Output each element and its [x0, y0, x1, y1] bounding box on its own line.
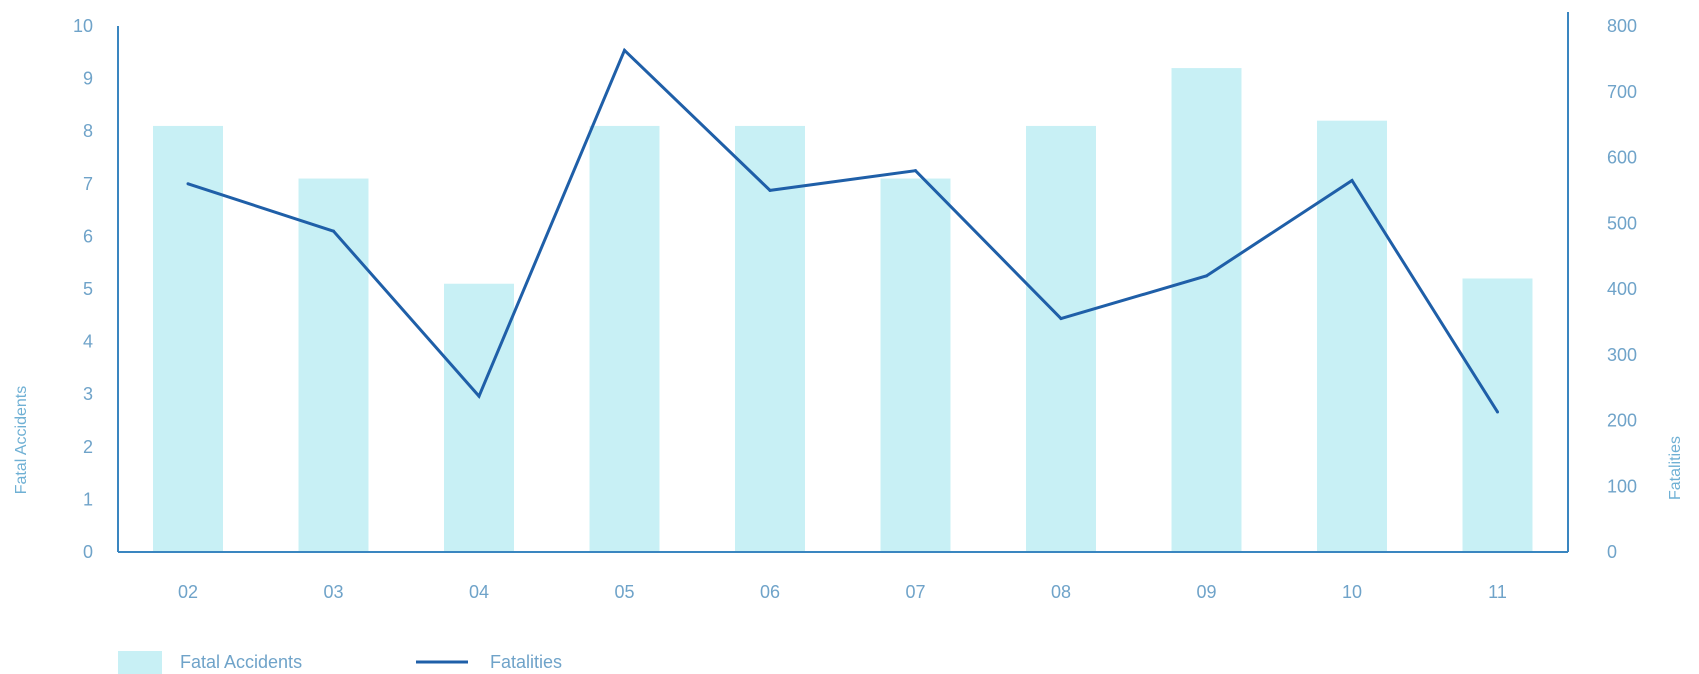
point-fatalities-04	[477, 394, 481, 398]
y-tick-right-400: 400	[1607, 279, 1637, 299]
x-tick-04: 04	[469, 582, 489, 602]
bar-fatal-accidents-02	[153, 125, 223, 552]
y-tick-left-10: 10	[73, 16, 93, 36]
y-axis-title-left: Fatal Accidents	[13, 386, 30, 495]
x-tick-07: 07	[905, 582, 925, 602]
bar-fatal-accidents-04	[444, 283, 514, 552]
x-tick-10: 10	[1342, 582, 1362, 602]
bar-fatal-accidents-08	[1026, 125, 1096, 552]
y-tick-left-8: 8	[83, 121, 93, 141]
y-tick-left-7: 7	[83, 174, 93, 194]
y-tick-right-800: 800	[1607, 16, 1637, 36]
y-tick-left-5: 5	[83, 279, 93, 299]
x-tick-06: 06	[760, 582, 780, 602]
point-fatalities-09	[1205, 274, 1208, 278]
point-fatalities-02	[186, 182, 190, 186]
legend: Fatal Accidents Fatalities	[118, 651, 562, 674]
line-layer	[186, 47, 1499, 414]
line-fatalities	[187, 47, 1499, 413]
y-tick-left-6: 6	[83, 226, 93, 246]
x-tick-03: 03	[323, 582, 343, 602]
x-tick-05: 05	[614, 582, 634, 602]
y-tick-right-500: 500	[1607, 213, 1637, 233]
bar-fatal-accidents-05	[589, 125, 660, 552]
bar-fatal-accidents-03	[298, 178, 369, 553]
bar-fatal-accidents-11	[1462, 278, 1533, 552]
x-tick-08: 08	[1051, 582, 1071, 602]
point-fatalities-11	[1496, 410, 1499, 414]
bars-layer	[153, 68, 1533, 553]
point-fatalities-06	[768, 188, 772, 192]
y-tick-left-0: 0	[83, 542, 93, 562]
point-fatalities-03	[332, 229, 335, 233]
bar-fatal-accidents-10	[1317, 120, 1387, 553]
bar-fatal-accidents-09	[1171, 68, 1242, 552]
bar-fatal-accidents-06	[735, 125, 805, 552]
y-tick-left-2: 2	[83, 437, 93, 457]
y-tick-left-1: 1	[83, 489, 93, 509]
x-tick-11: 11	[1488, 582, 1507, 602]
y-tick-right-300: 300	[1607, 345, 1637, 365]
point-fatalities-08	[1059, 317, 1063, 321]
x-tick-09: 09	[1196, 582, 1216, 602]
y-tick-left-9: 9	[83, 69, 93, 89]
y-tick-left-3: 3	[83, 384, 93, 404]
y-tick-left-4: 4	[83, 332, 93, 352]
legend-label-fatal-accidents: Fatal Accidents	[180, 652, 302, 672]
y-tick-right-100: 100	[1607, 476, 1637, 496]
y-tick-right-700: 700	[1607, 82, 1637, 102]
bar-fatal-accidents-07	[880, 178, 951, 553]
y-tick-right-200: 200	[1607, 411, 1637, 431]
x-tick-02: 02	[178, 582, 198, 602]
point-fatalities-10	[1350, 179, 1354, 183]
y-tick-right-0: 0	[1607, 542, 1617, 562]
y-tick-right-600: 600	[1607, 148, 1637, 168]
point-fatalities-07	[914, 169, 917, 173]
point-fatalities-05	[623, 48, 626, 52]
legend-label-fatalities: Fatalities	[490, 652, 562, 672]
y-axis-title-right: Fatalities	[1667, 436, 1684, 500]
axes-layer	[117, 12, 1569, 553]
legend-swatch-fatal-accidents	[118, 651, 162, 674]
